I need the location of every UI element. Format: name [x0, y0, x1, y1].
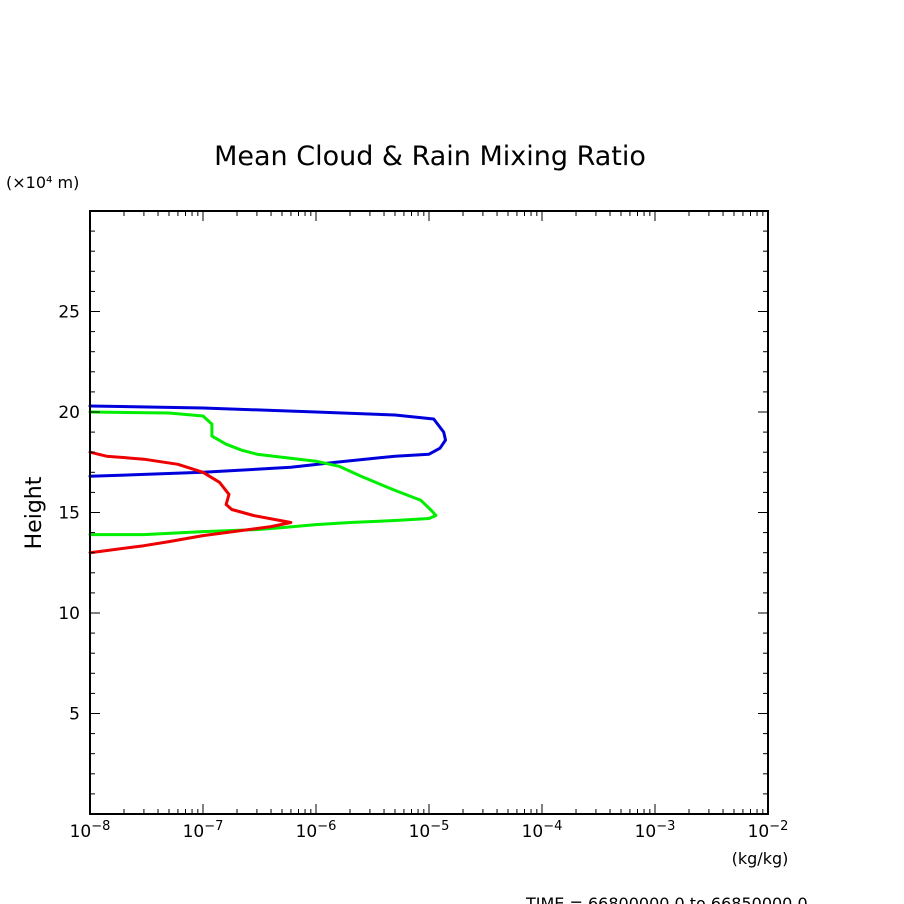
series-line-1	[88, 404, 447, 478]
y-axis-label: Height	[22, 476, 47, 549]
chart-title: Mean Cloud & Rain Mixing Ratio	[214, 141, 646, 172]
plot-frame	[89, 210, 769, 815]
series-line-3	[88, 450, 293, 555]
x-tick-label: 10−2	[748, 819, 789, 842]
y-tick-label: 10	[58, 604, 80, 624]
x-tick-label: 10−5	[409, 819, 450, 842]
x-tick-label: 10−3	[635, 819, 676, 842]
y-tick-label: 25	[58, 303, 80, 323]
y-tick-label: 5	[69, 705, 80, 725]
series-line-2	[88, 410, 438, 537]
tick-layer: 10−8 10−7 10−6 10−5 10−4 10−3 10−2 5 10 15 20 25	[58, 210, 789, 842]
x-tick-label: 10−6	[296, 819, 337, 842]
y-unit-label: (×10⁴ m)	[6, 173, 79, 192]
series-layer	[88, 404, 447, 555]
time-range-label: TIME = 66800000.0 to 66850000.0	[525, 894, 808, 904]
x-tick-label: 10−7	[183, 819, 224, 842]
x-tick-label: 10−4	[522, 819, 563, 842]
y-tick-label: 15	[58, 504, 80, 524]
x-unit-label: (kg/kg)	[732, 849, 789, 868]
y-tick-label: 20	[58, 403, 80, 423]
x-tick-label: 10−8	[70, 819, 111, 842]
